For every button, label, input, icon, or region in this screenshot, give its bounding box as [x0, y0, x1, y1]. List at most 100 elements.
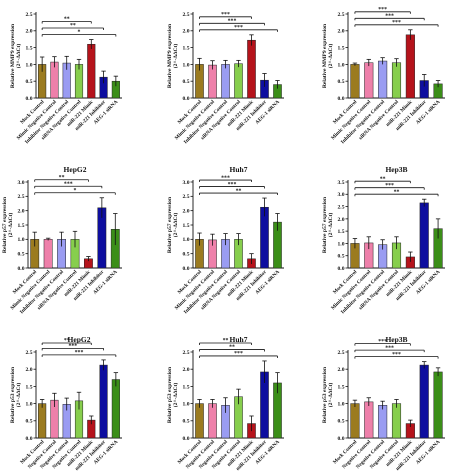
chart-panel-5: Huh7 0.0 0.5 1.0 1.5 2.0 2.5 3.0 Relative p57 ex… — [167, 165, 284, 315]
y-tick-label: 0.0 — [338, 436, 345, 442]
chart-panel-6: Hep3B 0.0 0.5 1.0 1.5 2.0 2.5 3.0 3.5 Relative p5… — [322, 165, 445, 315]
y-tick-label: 2.0 — [338, 29, 345, 35]
panel-title: HepG2 — [68, 335, 91, 344]
y-axis-unit: (2^-ΔΔCt) — [327, 383, 334, 408]
significance-label: *** — [385, 183, 394, 189]
y-axis-unit: (2^-ΔΔCt) — [15, 383, 22, 408]
y-axis-unit: (2^-ΔΔCt) — [327, 213, 334, 238]
significance-label: *** — [221, 175, 230, 181]
significance-label: *** — [392, 20, 401, 26]
significance-label: ** — [380, 176, 386, 182]
panel-title: Hep3B — [385, 335, 407, 344]
y-tick-label: 1.0 — [338, 402, 345, 408]
panel-title: Huh7 — [230, 335, 248, 344]
significance-label: *** — [234, 25, 243, 31]
bar — [208, 403, 217, 439]
y-tick-label: 2.0 — [183, 209, 190, 215]
significance-label: *** — [228, 19, 237, 25]
y-tick-label: 3.0 — [18, 180, 25, 186]
y-tick-label: 1.0 — [183, 237, 190, 243]
significance-label: *** — [378, 339, 387, 345]
significance-label: *** — [228, 182, 237, 188]
bar — [111, 379, 120, 439]
bar — [391, 403, 402, 439]
bar — [350, 64, 360, 99]
y-axis-label: Relative p53 expression — [322, 366, 328, 423]
y-tick-label: 2.5 — [26, 350, 33, 356]
y-tick-label: 0.5 — [26, 419, 33, 425]
significance-label: *** — [221, 12, 230, 18]
significance-label: * — [74, 188, 77, 194]
y-tick-label: 0.5 — [338, 79, 345, 85]
y-tick-label: 2.0 — [26, 29, 33, 35]
chart-panel-8: Huh7 0.0 0.5 1.0 1.5 2.0 2.5 Relative p53 expre… — [167, 335, 284, 472]
significance-label: *** — [75, 350, 84, 356]
y-tick-label: 2.0 — [183, 367, 190, 373]
y-tick-label: 2.0 — [183, 29, 190, 35]
y-axis-label: Relative p57 expression — [167, 196, 173, 253]
bar — [38, 403, 47, 439]
bar — [391, 62, 402, 99]
y-tick-label: 1.5 — [183, 223, 190, 229]
y-axis-label: Relative p57 expression — [2, 196, 8, 253]
y-tick-label: 1.0 — [26, 402, 33, 408]
y-axis-unit: (2^-ΔΔCt) — [15, 44, 22, 69]
y-axis-label: Relative MMP9 expression — [10, 23, 16, 88]
bar — [234, 63, 243, 99]
y-tick-label: 0.5 — [183, 419, 190, 425]
y-tick-label: 1.5 — [26, 46, 33, 52]
y-tick-label: 2.0 — [338, 367, 345, 373]
y-tick-label: 0.0 — [183, 266, 190, 272]
y-tick-label: 2.0 — [18, 209, 25, 215]
y-tick-label: 0.5 — [338, 254, 345, 260]
y-axis-unit: (2^-ΔΔCt) — [327, 44, 334, 69]
y-tick-label: 1.0 — [338, 241, 345, 247]
bar — [87, 43, 96, 99]
panel-title: Huh7 — [230, 165, 248, 174]
significance-label: *** — [385, 345, 394, 351]
y-axis-label: Relative p53 expression — [167, 366, 173, 423]
significance-label: ** — [236, 188, 242, 194]
panel-title: Hep3B — [385, 165, 407, 174]
significance-label: *** — [69, 344, 78, 350]
y-tick-label: 2.5 — [183, 12, 190, 18]
y-tick-label: 0.0 — [183, 436, 190, 442]
bar — [419, 364, 429, 439]
y-tick-label: 2.5 — [338, 350, 345, 356]
y-tick-label: 1.0 — [26, 62, 33, 68]
bar — [433, 371, 443, 439]
y-tick-label: 0.5 — [183, 79, 190, 85]
significance-label: *** — [234, 351, 243, 357]
bar — [247, 39, 256, 99]
chart-panel-3: 0.0 0.5 1.0 1.5 2.0 2.5 Relative MMP9 expressi… — [322, 7, 445, 145]
y-axis-unit: (2^-ΔΔCt) — [172, 213, 179, 238]
y-tick-label: 1.0 — [183, 402, 190, 408]
y-tick-label: 2.5 — [338, 204, 345, 210]
significance-label: ** — [64, 17, 70, 23]
bar — [99, 364, 108, 439]
y-tick-label: 0.5 — [338, 419, 345, 425]
y-tick-label: 0.5 — [18, 252, 25, 258]
chart-panel-9: Hep3B 0.0 0.5 1.0 1.5 2.0 2.5 Relative p53 expr… — [322, 335, 445, 472]
y-tick-label: 0.0 — [18, 266, 25, 272]
y-axis-label: Relative p53 expression — [10, 366, 16, 423]
bar — [364, 401, 374, 439]
y-tick-label: 2.0 — [338, 217, 345, 223]
panel-title: HepG2 — [64, 165, 87, 174]
significance-label: * — [78, 30, 81, 36]
chart-panel-1: 0.0 0.5 1.0 1.5 2.0 2.5 Relative MMP9 expressi… — [10, 12, 122, 145]
bar — [195, 403, 204, 439]
y-tick-label: 2.5 — [338, 12, 345, 18]
y-axis-label: Relative MMP9 expression — [322, 23, 328, 88]
y-tick-label: 1.0 — [18, 237, 25, 243]
y-tick-label: 1.5 — [338, 229, 345, 235]
y-tick-label: 1.5 — [183, 384, 190, 390]
bar — [378, 405, 388, 439]
bar — [43, 239, 53, 269]
bar — [419, 202, 429, 269]
y-axis-label: Relative p57 expression — [322, 196, 328, 253]
significance-label: ** — [70, 23, 76, 29]
y-tick-label: 1.0 — [338, 62, 345, 68]
bar — [50, 61, 59, 99]
